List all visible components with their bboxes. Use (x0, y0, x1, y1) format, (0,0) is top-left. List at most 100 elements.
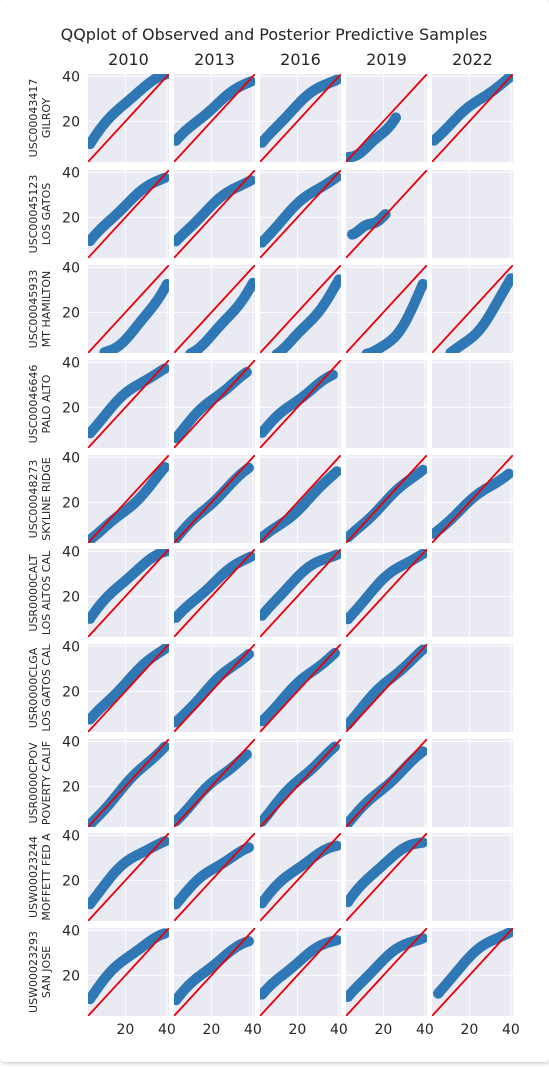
reference-line (88, 833, 169, 921)
panel-content (174, 833, 255, 921)
panel-content (432, 74, 513, 162)
panel (346, 170, 427, 258)
panel-background (432, 644, 513, 732)
reference-line (260, 644, 341, 732)
reference-line (88, 549, 169, 637)
panel (260, 549, 341, 637)
data-point (159, 172, 169, 184)
chart-title: QQplot of Observed and Posterior Predict… (61, 25, 488, 44)
reference-line (260, 265, 341, 353)
panel-content (432, 455, 513, 543)
row-label-name: PALO ALTO (40, 374, 53, 433)
reference-line (88, 74, 169, 162)
column-title: 2010 (108, 50, 149, 69)
reference-line (260, 360, 341, 448)
panel (88, 739, 169, 827)
row-label-station: USR0000CLGA (27, 647, 40, 728)
data-point (503, 468, 513, 480)
data-point (417, 278, 427, 290)
reference-line (260, 739, 341, 827)
reference-line (346, 170, 427, 258)
panel (260, 928, 341, 1016)
y-tick-label: 20 (62, 210, 80, 226)
panel (432, 739, 513, 827)
x-tick-label: 20 (202, 1022, 220, 1038)
x-tick-label: 40 (244, 1022, 262, 1038)
panel (346, 360, 427, 448)
panel (88, 833, 169, 921)
y-tick-label: 40 (62, 260, 80, 276)
panel-content (260, 644, 341, 732)
y-tick-label: 40 (62, 165, 80, 181)
panel-content (346, 928, 427, 1016)
y-tick-label: 20 (62, 968, 80, 984)
panel-content (346, 265, 427, 353)
panel-content (88, 644, 169, 732)
panel-background (346, 360, 427, 448)
reference-line (174, 455, 255, 543)
y-tick-label: 20 (62, 873, 80, 889)
data-point (327, 369, 338, 381)
panel-content (260, 455, 341, 543)
panel-content (260, 833, 341, 921)
panel-background (432, 739, 513, 827)
data-point (247, 277, 255, 289)
panel (432, 74, 513, 162)
panel-content (174, 928, 255, 1016)
panel-background (432, 833, 513, 921)
row-label-name: MT HAMILTON (40, 271, 53, 347)
reference-line (432, 74, 513, 162)
panel-content (174, 455, 255, 543)
y-tick-label: 40 (62, 355, 80, 371)
panel (88, 170, 169, 258)
data-point (243, 462, 254, 474)
x-tick-label: 20 (460, 1022, 478, 1038)
data-point (333, 274, 341, 285)
y-tick-label: 40 (62, 828, 80, 844)
row-label-name: POVERTY CALIF (40, 741, 53, 825)
data-point (159, 363, 169, 374)
panel-content (346, 644, 427, 732)
panel-content (88, 549, 169, 637)
reference-line (260, 455, 341, 543)
panel-content (174, 74, 255, 162)
y-tick-label: 40 (62, 450, 80, 466)
data-point (505, 273, 513, 284)
y-tick-label: 40 (62, 639, 80, 655)
data-point (159, 741, 169, 752)
reference-line (432, 928, 513, 1016)
data-point (331, 466, 341, 477)
panel-content (346, 833, 427, 921)
panel-content (88, 360, 169, 448)
reference-line (260, 170, 341, 258)
panel (174, 455, 255, 543)
panel (432, 455, 513, 543)
data-point (243, 842, 254, 853)
data-point (159, 836, 169, 847)
reference-line (260, 833, 341, 921)
row-label-name: LOS ALTOS CAL (40, 550, 53, 635)
panel (174, 74, 255, 162)
panel-content (174, 170, 255, 258)
reference-line (346, 644, 427, 732)
panel (346, 833, 427, 921)
data-point (329, 647, 340, 659)
y-tick-label: 40 (62, 734, 80, 750)
reference-line (88, 455, 169, 543)
panel (432, 549, 513, 637)
panel (88, 360, 169, 448)
column-title: 2016 (280, 50, 321, 69)
panel-content (260, 928, 341, 1016)
panel (260, 74, 341, 162)
panel-content (260, 360, 341, 448)
reference-line (346, 739, 427, 827)
x-tick-label: 20 (116, 1022, 134, 1038)
panel-content (346, 549, 427, 637)
data-point (245, 551, 255, 562)
reference-line (432, 455, 513, 543)
data-point (417, 464, 427, 476)
data-point (331, 840, 341, 851)
row-label-name: LOS GATOS CAL (40, 644, 53, 732)
panel (174, 833, 255, 921)
panel (346, 455, 427, 543)
